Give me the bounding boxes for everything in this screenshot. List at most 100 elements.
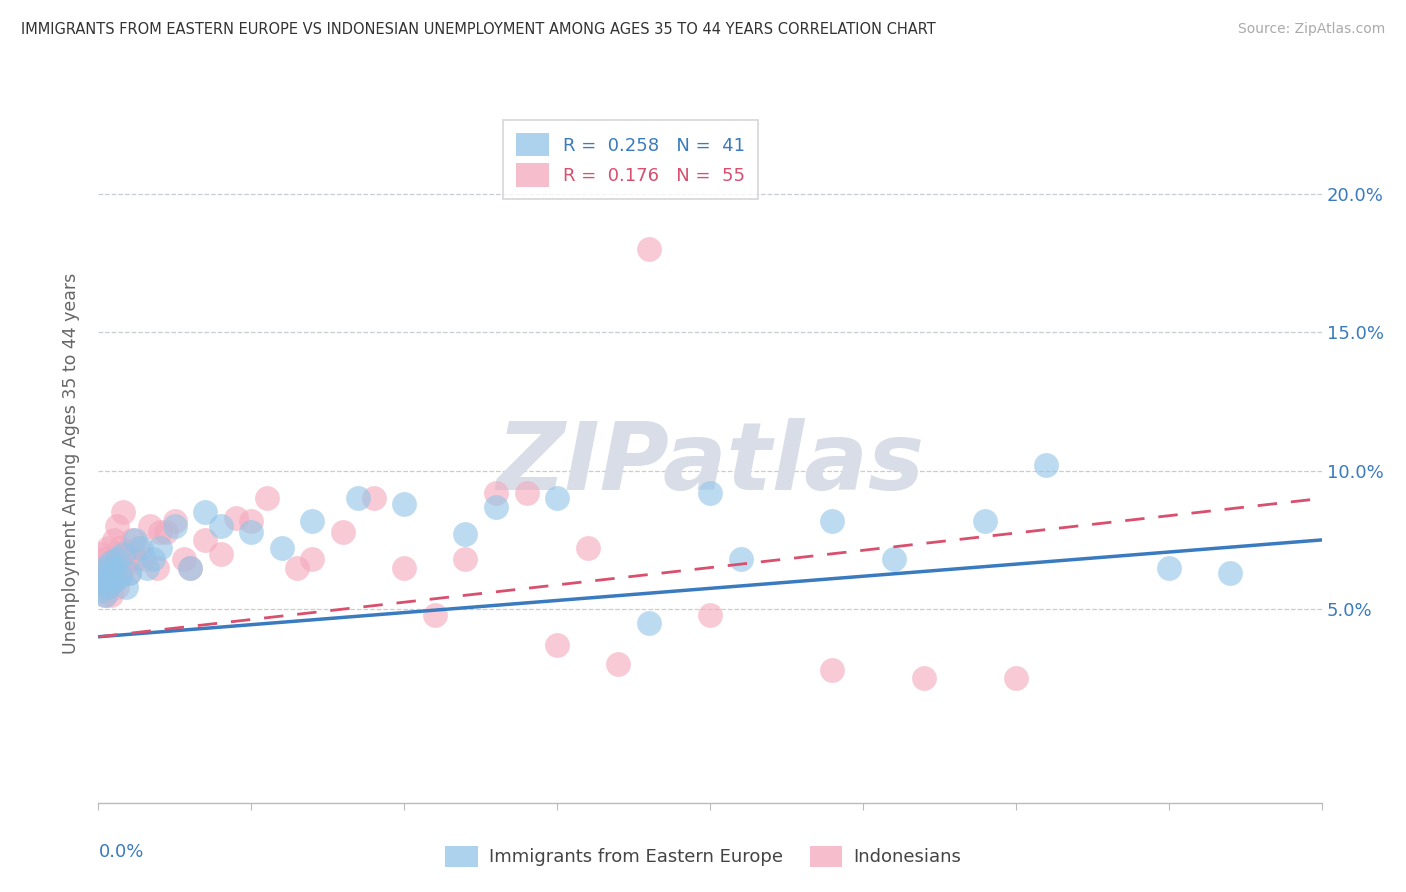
Point (821, 663, 844, 677)
Point (363, 491, 385, 506)
Point (1219, 566, 1241, 581)
Point (111, 560, 134, 574)
Point (118, 566, 141, 581)
Point (149, 524, 172, 539)
Point (111, 547, 134, 561)
Point (105, 580, 128, 594)
Point (100, 555, 122, 569)
Point (699, 607, 721, 622)
Point (194, 505, 217, 519)
Point (576, 541, 599, 556)
Point (637, 243, 661, 257)
Point (121, 533, 143, 547)
Point (149, 541, 172, 556)
Point (270, 541, 292, 556)
Point (103, 533, 125, 547)
Point (256, 491, 278, 506)
Point (332, 524, 354, 539)
Point (124, 533, 146, 547)
Point (97, 580, 120, 594)
Point (97, 541, 120, 556)
Point (1004, 671, 1026, 685)
Point (90, 560, 112, 574)
Text: IMMIGRANTS FROM EASTERN EUROPE VS INDONESIAN UNEMPLOYMENT AMONG AGES 35 TO 44 YE: IMMIGRANTS FROM EASTERN EUROPE VS INDONE… (21, 22, 936, 37)
Point (93, 588, 115, 602)
Point (105, 552, 128, 566)
Point (97, 574, 120, 589)
Point (90, 547, 112, 561)
Point (115, 580, 138, 594)
Point (1035, 458, 1057, 473)
Point (301, 514, 323, 528)
Point (90, 582, 112, 597)
Point (974, 514, 997, 528)
Point (136, 560, 159, 574)
Point (108, 569, 131, 583)
Point (93, 560, 115, 574)
Text: 0.0%: 0.0% (98, 844, 143, 862)
Point (145, 560, 167, 574)
Point (546, 638, 568, 652)
Point (142, 552, 165, 566)
Point (392, 497, 416, 511)
Point (516, 486, 538, 500)
Text: ZIPatlas: ZIPatlas (496, 417, 924, 510)
Point (90, 574, 112, 589)
Point (454, 552, 477, 566)
Point (100, 588, 122, 602)
Point (392, 560, 416, 574)
Point (546, 491, 568, 506)
Point (240, 524, 263, 539)
Point (912, 671, 935, 685)
Point (97, 580, 120, 594)
Point (285, 560, 308, 574)
Point (93, 588, 115, 602)
Point (347, 491, 370, 506)
Point (1157, 560, 1180, 574)
Text: Source: ZipAtlas.com: Source: ZipAtlas.com (1237, 22, 1385, 37)
Point (127, 541, 149, 556)
Point (103, 552, 125, 566)
Point (103, 574, 125, 589)
Point (103, 574, 125, 589)
Point (173, 552, 195, 566)
Legend: R =  0.258   N =  41, R =  0.176   N =  55: R = 0.258 N = 41, R = 0.176 N = 55 (503, 120, 758, 199)
Point (485, 486, 508, 500)
Point (699, 486, 721, 500)
Point (194, 533, 217, 547)
Point (129, 541, 152, 556)
Point (93, 569, 115, 583)
Point (108, 566, 131, 581)
Point (485, 500, 508, 514)
Point (240, 514, 263, 528)
Point (301, 552, 323, 566)
Point (454, 527, 477, 541)
Point (100, 566, 122, 581)
Point (139, 519, 162, 533)
Point (103, 560, 125, 574)
Point (97, 560, 120, 574)
Point (155, 524, 177, 539)
Legend: Immigrants from Eastern Europe, Indonesians: Immigrants from Eastern Europe, Indonesi… (437, 838, 969, 874)
Point (111, 505, 134, 519)
Point (637, 615, 661, 630)
Point (730, 552, 752, 566)
Point (100, 566, 122, 581)
Point (163, 514, 186, 528)
Point (179, 560, 201, 574)
Point (93, 552, 115, 566)
Point (163, 519, 186, 533)
Point (607, 657, 630, 672)
Point (179, 560, 201, 574)
Point (108, 541, 131, 556)
Point (115, 547, 138, 561)
Point (883, 552, 905, 566)
Point (423, 607, 446, 622)
Point (90, 566, 112, 581)
Point (105, 519, 128, 533)
Point (118, 566, 141, 581)
Point (124, 552, 146, 566)
Point (225, 510, 247, 524)
Point (209, 547, 232, 561)
Y-axis label: Unemployment Among Ages 35 to 44 years: Unemployment Among Ages 35 to 44 years (62, 273, 80, 655)
